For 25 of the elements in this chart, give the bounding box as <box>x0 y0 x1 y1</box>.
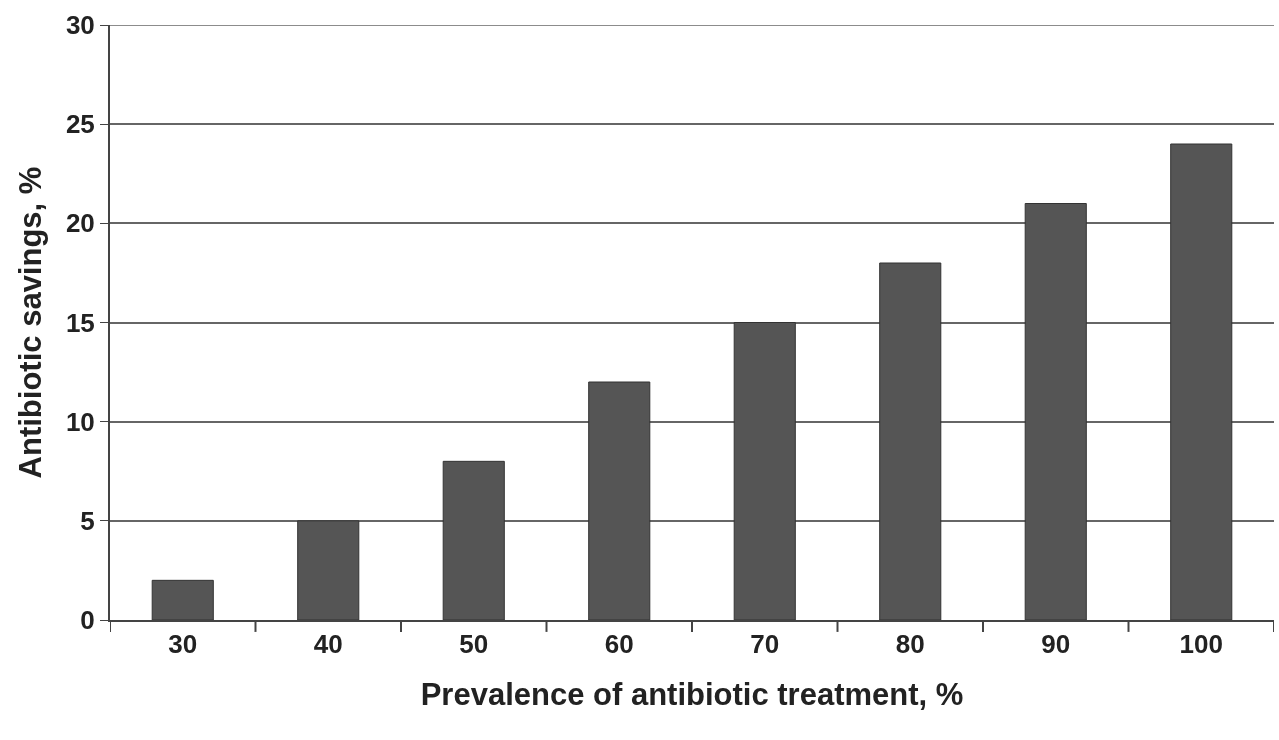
x-tick-label: 50 <box>459 629 489 660</box>
x-tick-label: 90 <box>1041 629 1071 660</box>
y-tick-label: 0 <box>80 605 95 636</box>
y-tick-label: 5 <box>80 505 95 536</box>
bar <box>442 460 505 620</box>
bar <box>1024 203 1087 620</box>
x-tick-label: 40 <box>313 629 343 660</box>
y-axis-title: Antibiotic savings, % <box>13 166 49 479</box>
y-tick-label: 10 <box>65 406 95 437</box>
bar <box>588 381 651 620</box>
bar <box>297 520 360 620</box>
bar <box>151 579 214 620</box>
x-tick-label: 80 <box>895 629 925 660</box>
y-tick-label: 30 <box>65 10 95 41</box>
x-tick-label: 60 <box>604 629 634 660</box>
x-tick-label: 100 <box>1179 629 1223 660</box>
bar <box>733 322 796 620</box>
bar <box>1170 143 1233 620</box>
y-tick-label: 25 <box>65 109 95 140</box>
bar <box>879 262 942 620</box>
y-tick-label: 15 <box>65 307 95 338</box>
y-tick-label: 20 <box>65 208 95 239</box>
x-tick-label: 70 <box>750 629 780 660</box>
x-axis-title: Prevalence of antibiotic treatment, % <box>420 676 964 712</box>
x-tick-label: 30 <box>168 629 198 660</box>
